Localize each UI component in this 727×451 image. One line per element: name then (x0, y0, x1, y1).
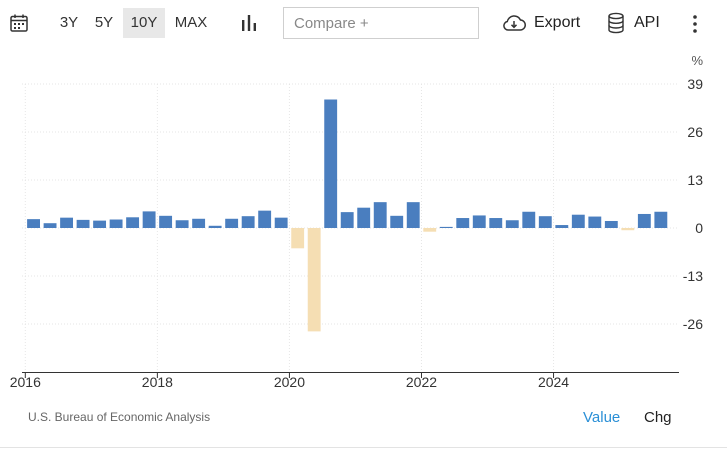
bar[interactable] (159, 215, 173, 228)
bar[interactable] (571, 214, 585, 228)
bar[interactable] (258, 210, 272, 228)
calendar-icon[interactable] (9, 13, 29, 33)
bar[interactable] (208, 225, 222, 228)
bar[interactable] (654, 211, 668, 228)
y-tick-label: -26 (683, 316, 703, 332)
axes: % 39 26 13 0 -13 -26 2016 2018 2020 2022 2024 (10, 53, 704, 390)
value-toggle[interactable]: Value (583, 409, 621, 426)
bar[interactable] (538, 216, 552, 228)
y-tick-label: 13 (687, 172, 703, 188)
compare-input[interactable] (283, 7, 479, 39)
bar[interactable] (274, 217, 288, 228)
database-icon[interactable] (607, 12, 625, 34)
bar[interactable] (93, 220, 107, 228)
bar[interactable] (588, 216, 602, 228)
y-tick-label: -13 (683, 268, 703, 284)
bar[interactable] (76, 219, 90, 228)
y-tick-label: 0 (695, 220, 703, 236)
bar[interactable] (423, 228, 437, 232)
bar-series (27, 99, 668, 332)
bar[interactable] (390, 215, 404, 228)
source-credit: U.S. Bureau of Economic Analysis (28, 410, 211, 424)
bar[interactable] (621, 228, 635, 231)
x-tick-label: 2018 (142, 374, 173, 390)
bottom-divider (0, 447, 727, 448)
bar[interactable] (489, 218, 503, 228)
range-10y-button[interactable]: 10Y (123, 8, 165, 38)
x-tick-label: 2024 (538, 374, 569, 390)
x-tick-label: 2016 (10, 374, 41, 390)
bar[interactable] (505, 220, 519, 228)
bar[interactable] (43, 223, 57, 228)
bar[interactable] (373, 202, 387, 228)
bar[interactable] (175, 220, 189, 228)
y-tick-label: 26 (687, 124, 703, 140)
bar[interactable] (555, 225, 569, 228)
grid (22, 83, 679, 372)
bar[interactable] (522, 211, 536, 228)
export-button[interactable]: Export (534, 14, 581, 31)
range-3y-button[interactable]: 3Y (59, 14, 79, 31)
bar[interactable] (456, 218, 470, 228)
kebab-menu-icon[interactable] (690, 14, 700, 34)
bar[interactable] (60, 217, 74, 228)
bar[interactable] (192, 218, 206, 228)
x-tick-label: 2022 (406, 374, 437, 390)
bar[interactable] (439, 226, 453, 228)
range-max-button[interactable]: MAX (174, 14, 208, 31)
bar[interactable] (225, 218, 239, 228)
bar[interactable] (357, 207, 371, 228)
bar[interactable] (340, 212, 354, 228)
bar[interactable] (126, 217, 140, 228)
range-5y-button[interactable]: 5Y (94, 14, 114, 31)
cloud-download-icon[interactable] (501, 13, 527, 33)
bar[interactable] (472, 215, 486, 228)
y-tick-label: 39 (687, 76, 703, 92)
api-button[interactable]: API (634, 14, 660, 31)
toolbar: 3Y 5Y 10Y MAX Export API (0, 0, 727, 46)
bar[interactable] (637, 213, 651, 228)
bar[interactable] (324, 99, 338, 228)
bar[interactable] (27, 219, 40, 228)
chg-toggle[interactable]: Chg (644, 409, 672, 426)
bar-chart-icon[interactable] (240, 14, 258, 32)
bar[interactable] (406, 202, 420, 228)
x-tick-label: 2020 (274, 374, 305, 390)
bar[interactable] (604, 220, 618, 228)
y-unit-label: % (691, 53, 703, 68)
bar-chart: % 39 26 13 0 -13 -26 2016 2018 2020 2022 2024 (10, 53, 704, 390)
bar[interactable] (241, 216, 255, 228)
bar[interactable] (142, 211, 156, 228)
bar[interactable] (109, 219, 123, 228)
bar[interactable] (307, 228, 321, 332)
bar[interactable] (291, 228, 305, 249)
